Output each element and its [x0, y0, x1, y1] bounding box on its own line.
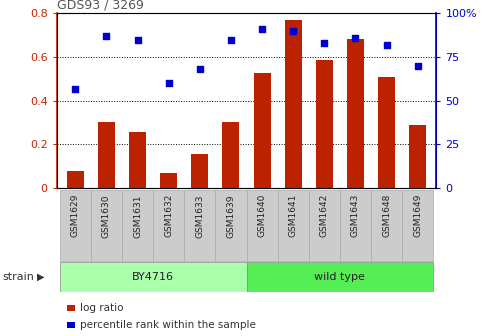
Bar — [284, 20, 302, 188]
Text: GSM1643: GSM1643 — [351, 194, 360, 238]
Point — [227, 37, 235, 42]
Point — [103, 34, 110, 39]
Text: BY4716: BY4716 — [132, 272, 174, 282]
Bar — [378, 77, 395, 188]
Bar — [278, 190, 309, 261]
Bar — [316, 60, 333, 188]
Point — [134, 37, 141, 42]
Bar — [60, 262, 246, 292]
Point — [258, 27, 266, 32]
Point — [414, 63, 422, 69]
Bar — [153, 190, 184, 261]
Bar — [340, 190, 371, 261]
Text: log ratio: log ratio — [80, 303, 124, 312]
Point — [383, 42, 390, 48]
Text: ▶: ▶ — [37, 272, 44, 282]
Point — [320, 40, 328, 46]
Bar — [246, 262, 433, 292]
Text: GDS93 / 3269: GDS93 / 3269 — [57, 0, 143, 12]
Text: strain: strain — [2, 272, 35, 282]
Text: GSM1648: GSM1648 — [382, 194, 391, 238]
Text: GSM1649: GSM1649 — [413, 194, 422, 238]
Bar — [371, 190, 402, 261]
Text: GSM1629: GSM1629 — [71, 194, 80, 238]
Bar — [253, 74, 271, 188]
Bar — [129, 132, 146, 188]
Text: GSM1632: GSM1632 — [164, 194, 173, 238]
Bar — [160, 173, 177, 188]
Bar — [347, 39, 364, 188]
Bar — [98, 122, 115, 188]
Text: GSM1640: GSM1640 — [257, 194, 267, 238]
Bar — [67, 171, 84, 188]
Point — [289, 28, 297, 34]
Bar — [222, 122, 240, 188]
Text: GSM1631: GSM1631 — [133, 194, 142, 238]
Point — [196, 67, 204, 72]
Bar — [91, 190, 122, 261]
Bar — [409, 125, 426, 188]
Text: wild type: wild type — [315, 272, 365, 282]
Bar — [402, 190, 433, 261]
Bar — [184, 190, 215, 261]
Bar — [309, 190, 340, 261]
Bar — [60, 190, 91, 261]
Point — [71, 86, 79, 91]
Point — [165, 81, 173, 86]
Text: GSM1641: GSM1641 — [289, 194, 298, 238]
Bar — [215, 190, 246, 261]
Text: GSM1639: GSM1639 — [226, 194, 236, 238]
Text: GSM1642: GSM1642 — [320, 194, 329, 237]
Text: GSM1633: GSM1633 — [195, 194, 204, 238]
Bar — [122, 190, 153, 261]
Bar — [246, 190, 278, 261]
Bar — [191, 154, 209, 188]
Text: percentile rank within the sample: percentile rank within the sample — [80, 320, 256, 330]
Point — [352, 35, 359, 41]
Text: GSM1630: GSM1630 — [102, 194, 111, 238]
